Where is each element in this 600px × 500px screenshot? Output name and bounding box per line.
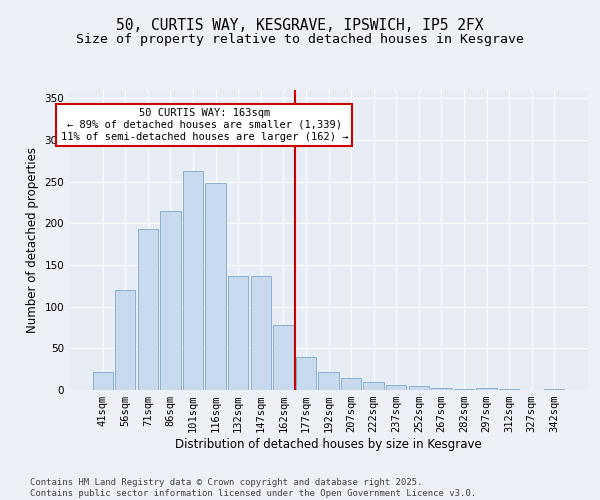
Bar xyxy=(92,372,113,390)
Bar xyxy=(138,229,158,390)
Bar xyxy=(364,382,384,390)
Y-axis label: Number of detached properties: Number of detached properties xyxy=(26,147,39,333)
Bar xyxy=(273,325,293,390)
Bar xyxy=(319,372,338,390)
Bar xyxy=(431,388,452,390)
Bar xyxy=(386,385,406,390)
Bar xyxy=(454,389,474,390)
Text: Contains HM Land Registry data © Crown copyright and database right 2025.
Contai: Contains HM Land Registry data © Crown c… xyxy=(30,478,476,498)
Text: 50, CURTIS WAY, KESGRAVE, IPSWICH, IP5 2FX: 50, CURTIS WAY, KESGRAVE, IPSWICH, IP5 2… xyxy=(116,18,484,32)
Bar xyxy=(341,378,361,390)
Bar xyxy=(499,389,519,390)
Bar xyxy=(115,290,136,390)
Text: 50 CURTIS WAY: 163sqm
← 89% of detached houses are smaller (1,339)
11% of semi-d: 50 CURTIS WAY: 163sqm ← 89% of detached … xyxy=(61,108,348,142)
Bar xyxy=(409,386,429,390)
Text: Size of property relative to detached houses in Kesgrave: Size of property relative to detached ho… xyxy=(76,32,524,46)
X-axis label: Distribution of detached houses by size in Kesgrave: Distribution of detached houses by size … xyxy=(175,438,482,451)
Bar xyxy=(205,184,226,390)
Bar xyxy=(251,276,271,390)
Bar xyxy=(160,211,181,390)
Bar xyxy=(296,356,316,390)
Bar xyxy=(544,389,565,390)
Bar xyxy=(228,276,248,390)
Bar xyxy=(183,171,203,390)
Bar xyxy=(476,388,497,390)
